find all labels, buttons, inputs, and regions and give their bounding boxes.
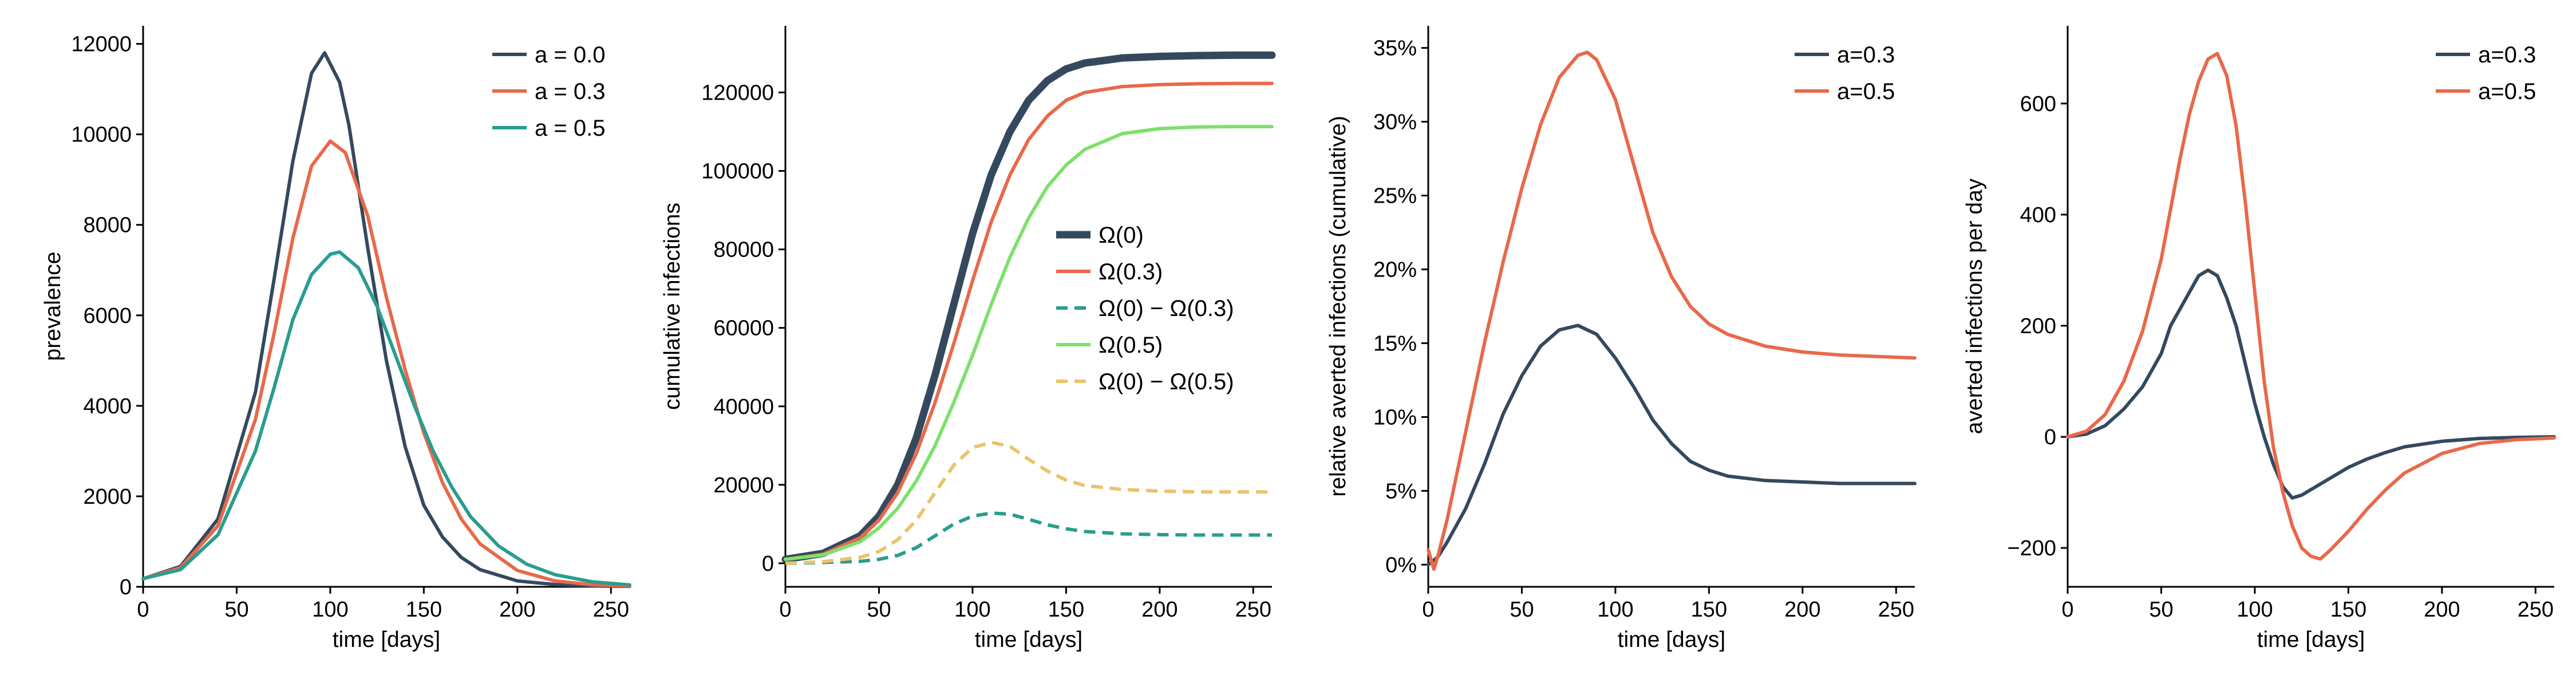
x-tick-label: 200 xyxy=(1141,598,1178,622)
x-tick-label: 250 xyxy=(593,598,629,622)
x-tick-label: 50 xyxy=(867,598,891,622)
series-line xyxy=(1427,50,1917,571)
series-line xyxy=(781,51,1276,563)
x-tick-label: 50 xyxy=(2149,598,2173,622)
y-tick-label: 60000 xyxy=(713,317,774,341)
y-tick-label: 120000 xyxy=(701,81,774,105)
y-tick-label: 0 xyxy=(762,552,774,576)
y-tick-label: 12000 xyxy=(71,33,132,57)
y-tick-label: 8000 xyxy=(83,214,132,238)
x-tick-label: 150 xyxy=(406,598,442,622)
y-tick-label: 0 xyxy=(120,575,132,599)
x-tick-label: 0 xyxy=(1422,598,1434,622)
y-tick-label: 2000 xyxy=(83,485,132,509)
x-tick-label: 200 xyxy=(2424,598,2460,622)
x-tick-label: 250 xyxy=(1878,598,1914,622)
y-tick-label: 20000 xyxy=(713,473,774,498)
x-axis-title: time [days] xyxy=(1618,627,1726,652)
y-tick-label: 15% xyxy=(1373,331,1417,356)
y-tick-label: 6000 xyxy=(83,304,132,328)
chart-cumulative-infections: 0 50 100 150 200 250 0 20000 40000 60000 80000 1000… xyxy=(660,26,1276,652)
y-tick-label: 35% xyxy=(1373,37,1417,61)
y-tick-label: 20% xyxy=(1373,258,1417,282)
y-tick-label: 400 xyxy=(2020,203,2056,227)
y-tick-label: −200 xyxy=(2007,536,2056,560)
series-line xyxy=(784,81,1274,561)
x-tick-label: 50 xyxy=(1510,598,1534,622)
x-tick-label: 100 xyxy=(1597,598,1633,622)
legend-label: a=0.5 xyxy=(2478,79,2536,104)
legend-label: a=0.3 xyxy=(2478,42,2536,68)
x-axis-title: time [days] xyxy=(333,627,441,652)
series-line xyxy=(2066,52,2556,561)
x-tick-label: 100 xyxy=(312,598,348,622)
y-axis-title: prevalence xyxy=(41,252,65,361)
x-tick-label: 100 xyxy=(2237,598,2273,622)
x-tick-label: 250 xyxy=(2518,598,2554,622)
x-tick-label: 50 xyxy=(224,598,248,622)
series-line xyxy=(784,125,1274,561)
legend-label: a = 0.5 xyxy=(535,116,605,141)
series-line xyxy=(141,250,631,587)
y-tick-label: 10000 xyxy=(71,123,132,147)
x-tick-label: 150 xyxy=(2330,598,2366,622)
chart-relative-averted: 0 50 100 150 200 250 0% 5% 10% 15% 20% 25% 30% 35% tim… xyxy=(1326,26,1917,652)
legend-label: Ω(0.5) xyxy=(1099,333,1163,358)
chart-averted-per-day: 0 50 100 150 200 250 −200 0 200 400 600 time [days]… xyxy=(1962,26,2556,652)
series-line xyxy=(141,139,631,588)
y-tick-label: 30% xyxy=(1373,110,1417,135)
y-axis-title: relative averted infections (cumulative) xyxy=(1326,116,1350,496)
y-tick-label: 5% xyxy=(1385,479,1417,503)
series-line xyxy=(785,511,1272,565)
series-line xyxy=(1427,323,1917,567)
legend-label: a=0.5 xyxy=(1837,79,1895,104)
y-tick-label: 0% xyxy=(1385,553,1417,577)
x-tick-label: 250 xyxy=(1235,598,1271,622)
y-tick-label: 4000 xyxy=(83,394,132,418)
y-tick-label: 200 xyxy=(2020,314,2056,338)
x-tick-label: 200 xyxy=(499,598,535,622)
y-tick-label: 10% xyxy=(1373,405,1417,429)
x-tick-label: 0 xyxy=(2061,598,2073,622)
x-tick-label: 0 xyxy=(137,598,149,622)
legend-label: Ω(0) xyxy=(1099,223,1144,248)
legend-label: Ω(0.3) xyxy=(1099,259,1163,285)
y-axis-title: averted infections per day xyxy=(1962,178,1987,434)
x-axis-title: time [days] xyxy=(975,627,1083,652)
x-tick-label: 200 xyxy=(1784,598,1820,622)
y-tick-label: 40000 xyxy=(713,395,774,419)
legend-label: a = 0.0 xyxy=(535,42,605,68)
legend-label: Ω(0) − Ω(0.3) xyxy=(1099,296,1234,321)
legend-label: Ω(0) − Ω(0.5) xyxy=(1099,369,1234,394)
y-axis-title: cumulative infections xyxy=(660,203,685,410)
series-line xyxy=(2066,268,2556,500)
y-tick-label: 0 xyxy=(2044,425,2056,449)
y-tick-label: 25% xyxy=(1373,184,1417,208)
x-tick-label: 0 xyxy=(779,598,791,622)
chart-prevalence: 0 50 100 150 200 250 0 2000 4000 6000 8000 10000 120… xyxy=(41,26,631,652)
legend-label: a=0.3 xyxy=(1837,42,1895,68)
x-tick-label: 100 xyxy=(954,598,990,622)
y-tick-label: 100000 xyxy=(701,160,774,184)
x-tick-label: 150 xyxy=(1048,598,1084,622)
y-tick-label: 600 xyxy=(2020,92,2056,116)
series-line xyxy=(141,51,631,589)
x-tick-label: 150 xyxy=(1691,598,1727,622)
y-tick-label: 80000 xyxy=(713,238,774,262)
x-axis-title: time [days] xyxy=(2257,627,2365,652)
series-line xyxy=(785,440,1272,565)
legend-label: a = 0.3 xyxy=(535,79,605,104)
